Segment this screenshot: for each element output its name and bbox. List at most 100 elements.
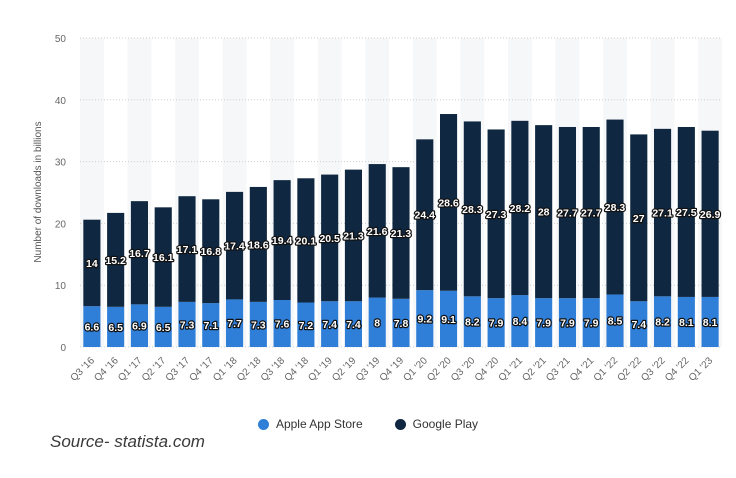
bars <box>83 114 719 347</box>
data-label-google: 27.5 <box>676 207 697 219</box>
bar-apple-app-store[interactable] <box>630 301 648 347</box>
bar-google-play[interactable] <box>297 178 315 303</box>
data-label-google: 16.8 <box>201 246 222 258</box>
bar-apple-app-store[interactable] <box>273 300 291 347</box>
x-tick-label: Q4 '18 <box>283 355 312 384</box>
bar-apple-app-store[interactable] <box>677 296 695 347</box>
bar-apple-app-store[interactable] <box>368 297 386 347</box>
x-tick-label: Q1 '20 <box>402 355 431 384</box>
bar-google-play[interactable] <box>487 129 505 299</box>
bar-apple-app-store[interactable] <box>249 301 267 347</box>
data-label-apple: 6.6 <box>85 322 100 334</box>
legend-item-google[interactable]: Google Play <box>394 417 479 431</box>
bar-google-play[interactable] <box>511 120 529 296</box>
bar-apple-app-store[interactable] <box>582 298 600 347</box>
bar-google-play[interactable] <box>558 126 577 299</box>
bar-google-play[interactable] <box>202 199 220 304</box>
data-label-apple: 7.9 <box>584 318 599 330</box>
bar-apple-app-store[interactable] <box>107 306 125 347</box>
data-label-google: 18.6 <box>248 239 269 251</box>
bar-google-play[interactable] <box>249 186 267 302</box>
x-tick-label: Q1 '21 <box>497 355 526 384</box>
data-label-apple: 7.6 <box>275 319 290 331</box>
data-label-google: 27.3 <box>486 209 507 221</box>
y-tick-label: 30 <box>55 158 67 169</box>
bar-apple-app-store[interactable] <box>511 295 529 347</box>
data-label-google: 26.9 <box>700 209 721 221</box>
bar-apple-app-store[interactable] <box>225 299 244 347</box>
x-tick-label: Q3 '22 <box>639 355 668 384</box>
legend-swatch-google <box>394 418 406 430</box>
data-label-apple: 7.3 <box>251 319 266 331</box>
x-tick-label: Q3 '17 <box>164 355 193 384</box>
y-tick-label: 10 <box>55 281 67 292</box>
data-label-apple: 8.2 <box>465 317 480 329</box>
x-tick-label: Q1 '23 <box>687 355 716 384</box>
bar-google-play[interactable] <box>535 125 553 299</box>
data-label-google: 28.3 <box>462 204 483 216</box>
bar-apple-app-store[interactable] <box>463 296 481 347</box>
x-tick-label: Q3 '19 <box>354 355 383 384</box>
bar-apple-app-store[interactable] <box>558 298 577 347</box>
x-tick-label: Q4 '21 <box>568 355 597 384</box>
y-axis-label: Number of downloads in billions <box>33 121 44 262</box>
bar-google-play[interactable] <box>130 201 149 305</box>
data-label-google: 27 <box>633 213 645 225</box>
bar-apple-app-store[interactable] <box>321 301 339 347</box>
bar-google-play[interactable] <box>154 207 172 307</box>
data-label-apple: 7.9 <box>560 318 575 330</box>
bar-apple-app-store[interactable] <box>297 302 315 347</box>
bar-google-play[interactable] <box>439 114 458 291</box>
bar-apple-app-store[interactable] <box>178 301 196 347</box>
bar-google-play[interactable] <box>107 212 125 307</box>
bar-google-play[interactable] <box>178 196 196 302</box>
bar-google-play[interactable] <box>582 126 600 299</box>
data-labels: 6.6 14 6.5 15.2 6.9 16.7 6.5 16.1 7.3 17.1 7.1 16.8… <box>83 196 721 335</box>
bar-google-play[interactable] <box>83 219 101 307</box>
bar-apple-app-store[interactable] <box>701 296 719 347</box>
bar-google-play[interactable] <box>606 119 624 295</box>
bar-google-play[interactable] <box>416 139 434 291</box>
x-tick-label: Q3 '16 <box>69 355 98 384</box>
x-tick-label: Q4 '16 <box>92 355 121 384</box>
bar-google-play[interactable] <box>677 126 695 297</box>
bar-apple-app-store[interactable] <box>487 298 505 347</box>
data-label-apple: 7.1 <box>203 320 218 332</box>
data-label-apple: 6.9 <box>132 321 147 333</box>
bar-google-play[interactable] <box>273 180 291 301</box>
x-tick-label: Q1 '17 <box>116 355 145 384</box>
bar-apple-app-store[interactable] <box>83 306 101 347</box>
bar-apple-app-store[interactable] <box>653 296 672 347</box>
bar-google-play[interactable] <box>392 167 410 299</box>
bar-google-play[interactable] <box>630 134 648 302</box>
data-label-google: 21.6 <box>367 226 388 238</box>
bar-apple-app-store[interactable] <box>202 303 220 347</box>
bar-google-play[interactable] <box>463 121 481 297</box>
x-tick-label: Q2 '19 <box>330 355 359 384</box>
bar-apple-app-store[interactable] <box>606 294 624 347</box>
data-label-apple: 7.7 <box>227 318 242 330</box>
bar-google-play[interactable] <box>321 174 339 302</box>
bar-google-play[interactable] <box>344 169 363 302</box>
bar-apple-app-store[interactable] <box>392 298 410 347</box>
data-label-apple: 6.5 <box>108 322 123 334</box>
bar-apple-app-store[interactable] <box>439 290 458 347</box>
legend-item-apple[interactable]: Apple App Store <box>257 417 363 431</box>
data-label-google: 28.6 <box>438 197 459 209</box>
legend-label-google: Google Play <box>412 417 479 431</box>
bar-google-play[interactable] <box>653 128 672 297</box>
bar-google-play[interactable] <box>701 130 719 297</box>
bar-apple-app-store[interactable] <box>416 290 434 347</box>
data-label-google: 16.7 <box>129 248 150 260</box>
bar-google-play[interactable] <box>225 191 244 300</box>
x-tick-label: Q1 '18 <box>211 355 240 384</box>
bar-apple-app-store[interactable] <box>344 301 363 347</box>
bar-apple-app-store[interactable] <box>130 304 149 347</box>
data-label-apple: 8.5 <box>608 316 623 328</box>
data-label-google: 27.7 <box>581 208 602 220</box>
x-tick-label: Q2 '21 <box>520 355 549 384</box>
data-label-google: 21.3 <box>343 230 364 242</box>
bar-apple-app-store[interactable] <box>154 306 172 347</box>
bar-google-play[interactable] <box>368 164 386 298</box>
bar-apple-app-store[interactable] <box>535 298 553 347</box>
